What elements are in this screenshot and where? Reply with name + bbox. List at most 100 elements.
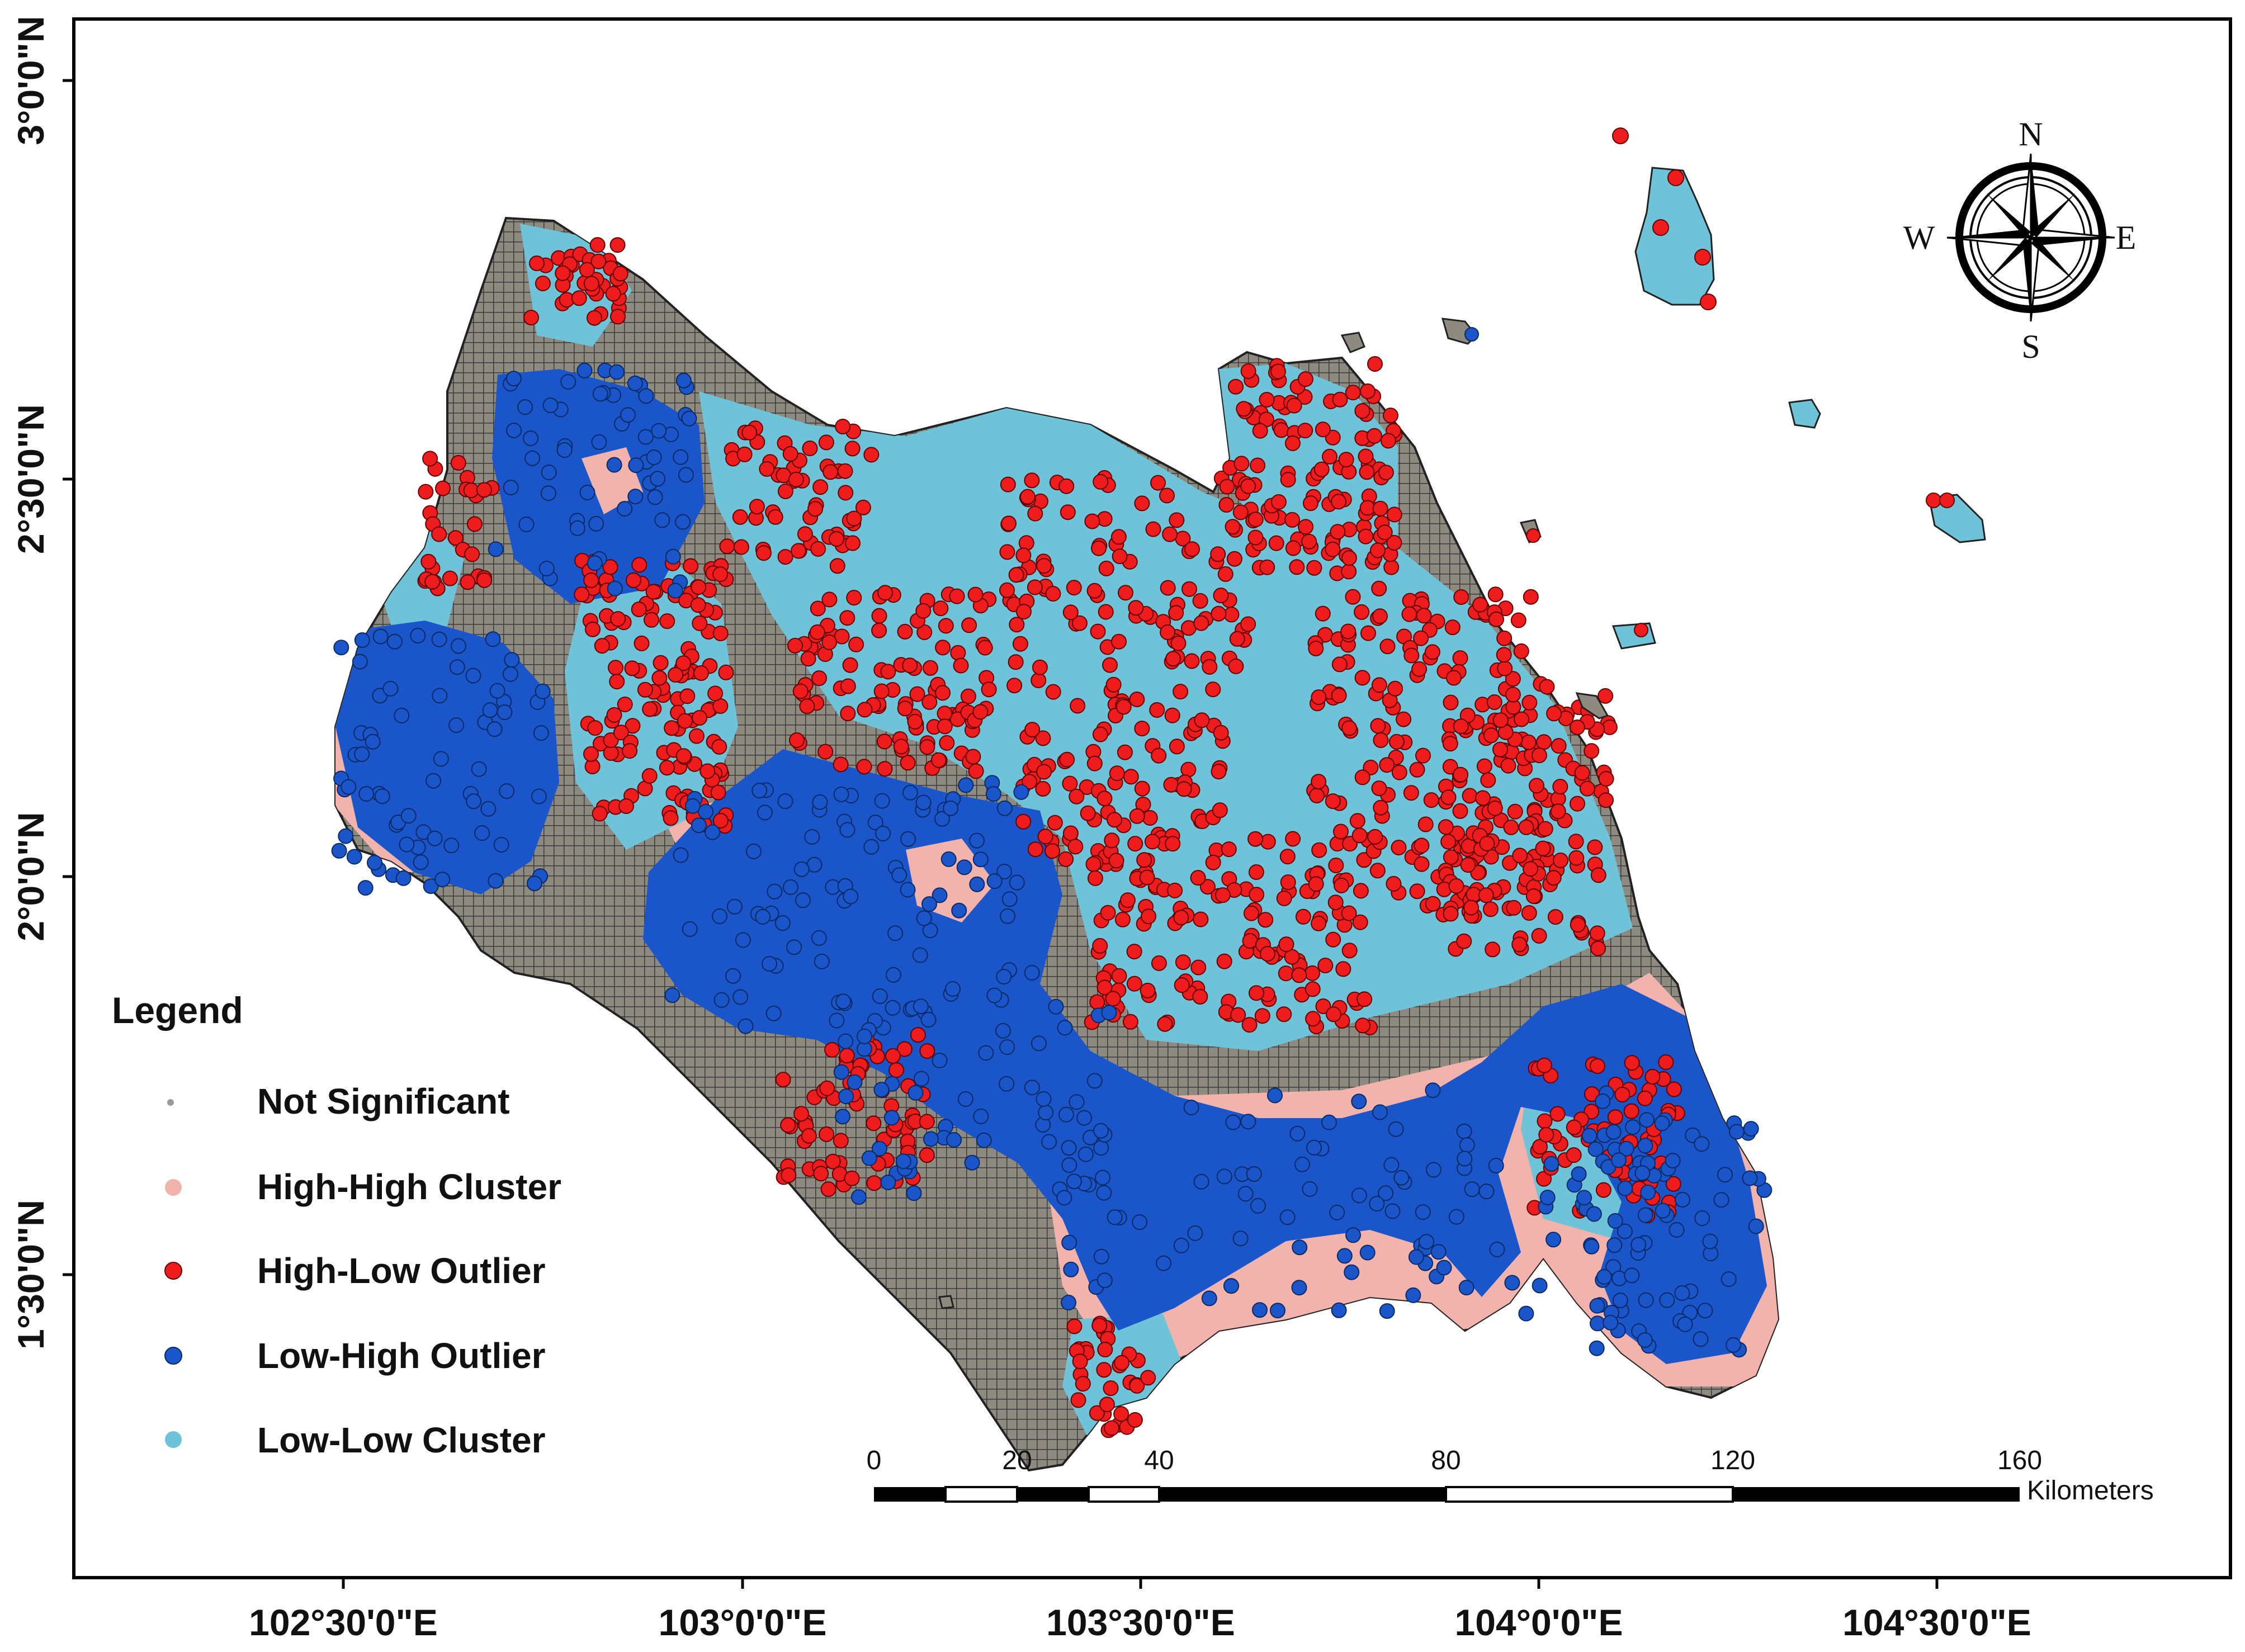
high-low-outlier-point bbox=[1232, 504, 1249, 520]
low-high-outlier-point bbox=[906, 1185, 922, 1201]
high-low-outlier-point bbox=[1331, 688, 1347, 704]
high-low-outlier-point bbox=[871, 622, 887, 638]
high-low-outlier-point bbox=[612, 266, 628, 282]
latitude-label: 2°30'0"N bbox=[10, 404, 51, 554]
high-low-outlier-point bbox=[1151, 955, 1167, 971]
high-low-outlier-point bbox=[1151, 747, 1167, 764]
low-high-outlier-point bbox=[1061, 1157, 1077, 1173]
high-low-outlier-point bbox=[1225, 519, 1241, 535]
high-low-outlier-point bbox=[602, 559, 618, 575]
high-low-outlier-point bbox=[1240, 363, 1256, 379]
high-low-outlier-point bbox=[938, 618, 954, 634]
low-high-outlier-point bbox=[433, 751, 449, 767]
high-low-outlier-point bbox=[1259, 559, 1275, 575]
high-low-outlier-point bbox=[800, 651, 816, 667]
high-low-outlier-point bbox=[1291, 967, 1307, 983]
high-low-outlier-point bbox=[1249, 985, 1264, 1001]
high-low-outlier-point bbox=[668, 667, 684, 683]
high-low-outlier-point bbox=[1520, 734, 1537, 750]
low-high-outlier-point bbox=[946, 1132, 962, 1148]
legend-label: Low-High Outlier bbox=[257, 1336, 546, 1376]
high-low-outlier-point bbox=[1443, 849, 1459, 865]
low-high-outlier-point bbox=[1240, 1114, 1256, 1130]
low-high-outlier-point bbox=[850, 1189, 867, 1205]
high-low-outlier-point bbox=[1550, 803, 1566, 820]
high-low-outlier-point bbox=[1273, 422, 1289, 438]
low-high-outlier-point bbox=[765, 1005, 782, 1021]
high-low-outlier-point bbox=[1485, 941, 1501, 958]
high-low-outlier-point bbox=[788, 471, 804, 487]
high-low-outlier-point bbox=[1249, 887, 1265, 903]
high-low-outlier-point bbox=[953, 657, 969, 674]
low-high-outlier-point bbox=[502, 666, 518, 682]
high-low-outlier-point bbox=[1568, 834, 1584, 850]
high-low-outlier-point bbox=[1165, 651, 1181, 667]
low-high-outlier-point bbox=[1743, 1121, 1759, 1137]
high-low-outlier-point bbox=[1355, 1017, 1371, 1034]
low-high-outlier-point bbox=[1612, 1293, 1628, 1309]
high-low-outlier-point bbox=[1098, 604, 1114, 620]
high-low-outlier-point bbox=[1107, 812, 1123, 828]
island-point bbox=[1939, 493, 1955, 508]
high-low-outlier-point bbox=[1424, 644, 1440, 660]
low-high-outlier-point bbox=[533, 725, 549, 741]
low-high-outlier-point bbox=[804, 829, 820, 845]
high-low-outlier-point bbox=[797, 526, 813, 542]
low-high-outlier-point bbox=[1748, 1218, 1764, 1234]
low-high-outlier-point bbox=[480, 801, 497, 817]
high-low-outlier-point bbox=[1518, 819, 1534, 835]
high-low-outlier-point bbox=[1444, 619, 1461, 636]
low-high-outlier-point bbox=[872, 988, 888, 1004]
high-low-outlier-point bbox=[1326, 1006, 1341, 1023]
low-high-outlier-point bbox=[1173, 1237, 1189, 1253]
low-high-outlier-point bbox=[996, 800, 1013, 816]
high-low-outlier-point bbox=[922, 660, 938, 676]
high-low-outlier-point bbox=[613, 725, 629, 741]
high-low-outlier-point bbox=[1236, 401, 1252, 417]
high-low-outlier-point bbox=[1570, 917, 1586, 933]
high-low-outlier-point bbox=[1372, 500, 1388, 517]
island bbox=[1611, 622, 1656, 650]
high-low-outlier-point bbox=[1496, 647, 1512, 663]
high-low-outlier-point bbox=[1341, 943, 1358, 959]
high-low-outlier-point bbox=[1250, 457, 1266, 474]
high-low-outlier-point bbox=[1413, 630, 1429, 646]
low-high-outlier-point bbox=[885, 967, 901, 983]
low-high-outlier-point bbox=[786, 939, 802, 955]
high-low-outlier-point bbox=[1453, 718, 1469, 735]
high-low-outlier-point bbox=[736, 446, 753, 462]
low-high-outlier-point bbox=[499, 783, 515, 799]
high-low-outlier-point bbox=[1194, 712, 1210, 728]
high-low-outlier-point bbox=[1358, 528, 1374, 545]
high-low-outlier-point bbox=[1462, 788, 1478, 804]
low-high-outlier-point bbox=[912, 947, 928, 963]
high-low-outlier-point bbox=[1532, 1139, 1548, 1155]
low-high-outlier-point bbox=[1488, 1158, 1504, 1173]
high-low-outlier-point bbox=[829, 558, 845, 574]
high-low-outlier-point bbox=[799, 698, 815, 714]
high-low-outlier-point bbox=[1062, 775, 1078, 792]
high-low-outlier-point bbox=[897, 700, 913, 717]
high-low-outlier-point bbox=[1032, 659, 1048, 675]
high-low-outlier-point bbox=[1213, 725, 1229, 741]
high-low-outlier-point bbox=[618, 798, 634, 814]
low-high-outlier-point bbox=[705, 824, 721, 840]
high-low-outlier-point bbox=[1070, 1392, 1086, 1408]
low-high-outlier-point bbox=[1069, 1094, 1085, 1110]
high-low-outlier-point bbox=[1521, 694, 1538, 711]
low-high-outlier-point bbox=[1292, 1239, 1308, 1256]
low-high-outlier-point bbox=[964, 1154, 980, 1171]
high-low-outlier-point bbox=[835, 419, 851, 434]
low-high-outlier-point bbox=[541, 465, 557, 480]
high-low-outlier-point bbox=[442, 570, 458, 586]
high-low-outlier-point bbox=[637, 681, 653, 698]
low-high-outlier-point bbox=[1606, 1237, 1623, 1253]
high-low-outlier-point bbox=[642, 701, 658, 717]
high-low-outlier-point bbox=[937, 718, 953, 735]
low-high-outlier-point bbox=[755, 908, 771, 925]
high-low-outlier-point bbox=[592, 806, 608, 822]
low-high-outlier-point bbox=[678, 467, 694, 483]
high-low-outlier-point bbox=[967, 586, 984, 603]
high-low-outlier-point bbox=[1006, 678, 1023, 694]
